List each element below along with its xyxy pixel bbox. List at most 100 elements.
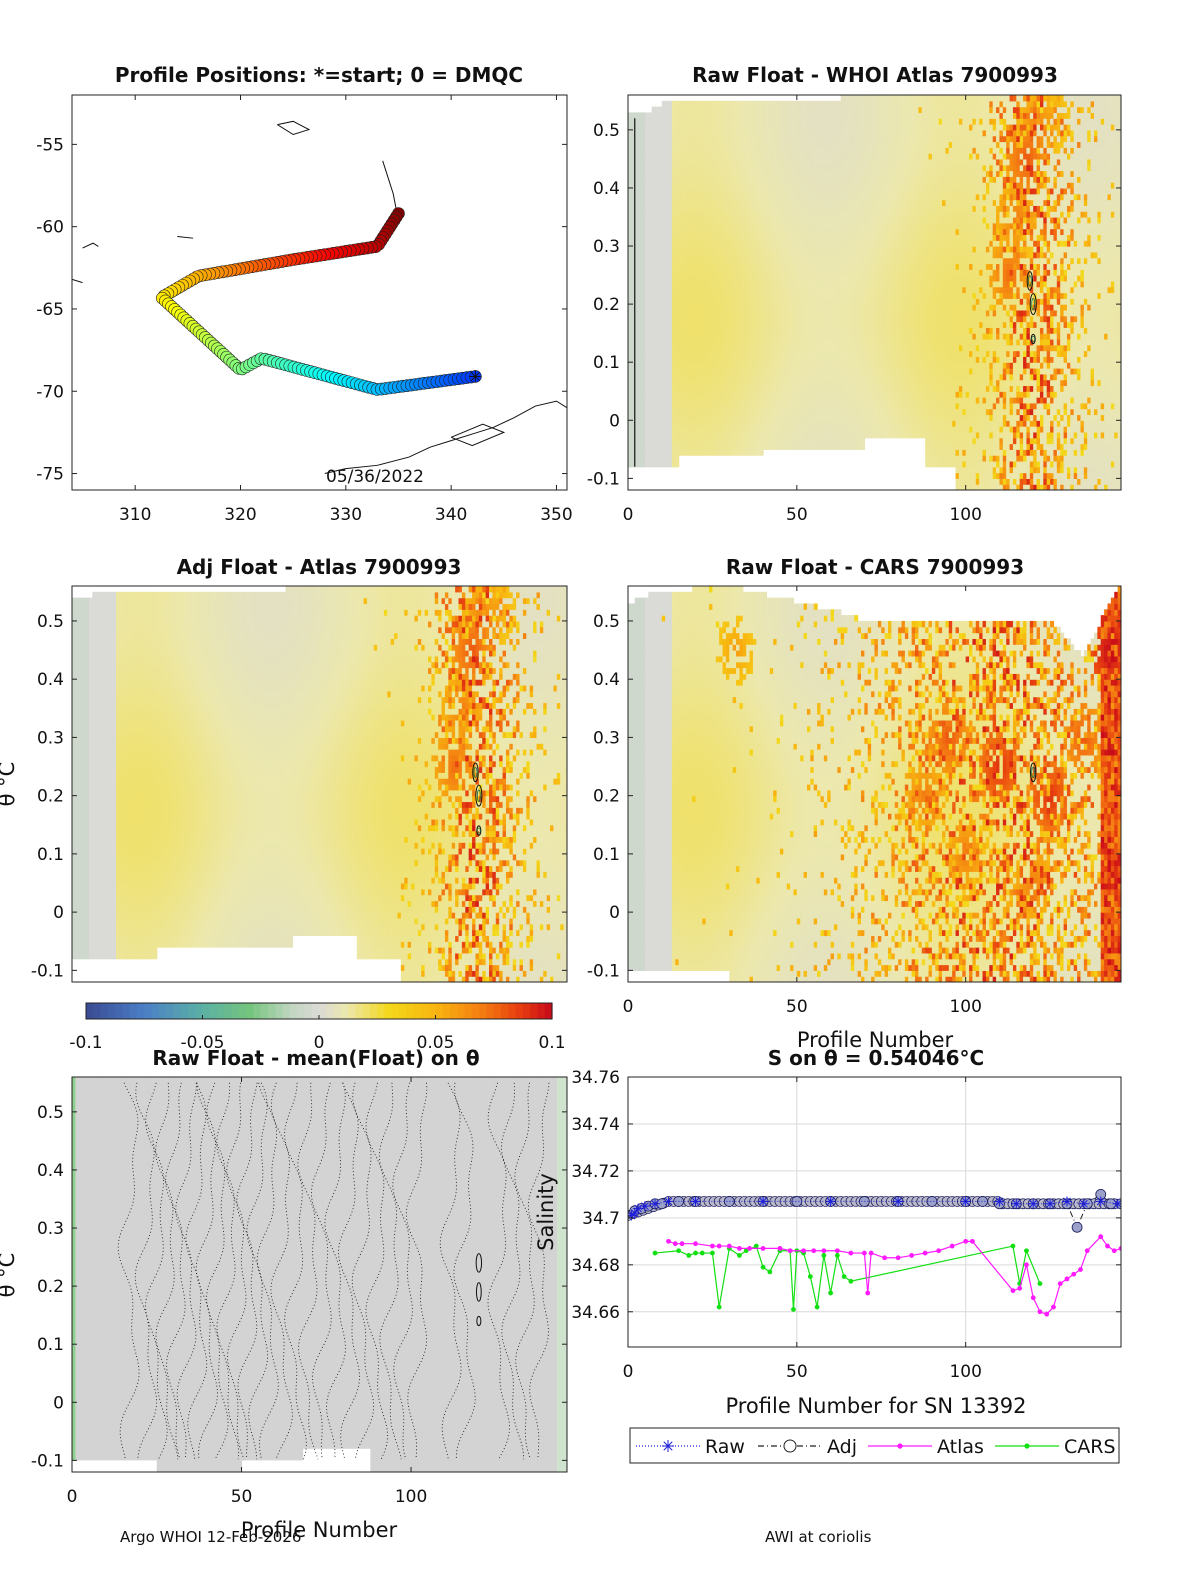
raw_whoi-cell	[756, 408, 761, 416]
raw_whoi-cell	[715, 112, 720, 119]
raw_whoi-cell	[874, 327, 879, 334]
raw_whoi-cell	[634, 199, 639, 206]
raw_whoi-cell	[705, 449, 710, 456]
raw_whoi-cell	[655, 141, 659, 148]
raw_whoi-cell	[813, 205, 818, 212]
raw_whoi-cell	[776, 379, 781, 387]
raw_whoi-cell	[732, 344, 737, 352]
raw_whoi-cell	[783, 420, 788, 427]
raw_whoi-cell	[709, 338, 714, 346]
raw_whoi-cell	[682, 193, 687, 201]
raw_whoi-cell	[698, 216, 703, 224]
raw_whoi-cell	[692, 135, 697, 143]
raw_whoi-cell	[867, 298, 872, 305]
raw_whoi-cell	[634, 431, 639, 439]
raw_whoi-cell	[884, 176, 889, 183]
raw_whoi-cell	[658, 246, 663, 253]
raw_whoi-cell	[820, 321, 825, 328]
raw_whoi-cell	[671, 298, 676, 305]
raw_whoi-cell	[722, 246, 727, 253]
raw_whoi-cell	[739, 199, 744, 206]
raw_whoi-cell	[793, 414, 798, 421]
raw_whoi-cell	[641, 321, 646, 328]
raw_whoi-cell	[779, 269, 784, 276]
raw_whoi-cell	[675, 379, 680, 387]
raw_whoi-cell	[678, 373, 683, 381]
raw_whoi-cell	[891, 286, 896, 294]
raw_whoi-cell	[749, 315, 754, 323]
raw_whoi-cell	[722, 414, 727, 421]
raw_whoi-cell	[655, 118, 659, 125]
raw_whoi-cell	[742, 362, 747, 369]
raw_whoi-cell	[864, 124, 869, 131]
raw_whoi-cell	[671, 176, 676, 183]
raw_whoi-cell	[739, 373, 744, 381]
raw_whoi-cell	[638, 304, 643, 311]
raw_whoi-cell	[736, 397, 741, 404]
raw_whoi-cell	[698, 240, 703, 247]
raw_whoi-cell	[830, 269, 835, 276]
raw_whoi-cell	[891, 211, 896, 218]
raw_whoi-cell	[783, 176, 788, 183]
raw_whoi-cell	[806, 286, 811, 294]
raw_whoi-cell	[715, 431, 720, 439]
raw_whoi-cell	[827, 431, 832, 439]
raw_whoi-cell	[655, 280, 659, 288]
raw_whoi-cell	[769, 234, 774, 241]
raw_whoi-cell	[817, 315, 822, 323]
raw_whoi-cell	[695, 437, 700, 445]
raw_whoi-cell	[874, 257, 879, 265]
raw_whoi-cell	[823, 397, 828, 404]
raw_whoi-cell	[631, 176, 636, 183]
raw_whoi-cell	[658, 420, 663, 427]
raw_whoi-cell	[779, 193, 784, 201]
raw_whoi-cell	[628, 205, 632, 212]
raw_whoi-cell	[665, 362, 670, 369]
raw_whoi-cell	[779, 182, 784, 189]
raw_whoi-cell	[766, 402, 771, 410]
raw_whoi-cell	[634, 164, 639, 172]
raw_whoi-cell	[692, 397, 697, 404]
raw_whoi-cell	[847, 368, 852, 375]
raw_whoi-cell	[719, 426, 724, 433]
raw_whoi-cell	[678, 304, 683, 311]
raw_whoi-cell	[698, 269, 703, 276]
raw_whoi-cell	[644, 368, 649, 375]
raw_whoi-cell	[641, 414, 646, 421]
raw_whoi-cell	[830, 431, 835, 439]
raw_whoi-cell	[692, 275, 697, 282]
raw_whoi-cell	[729, 100, 734, 108]
raw_whoi-cell	[631, 338, 636, 346]
raw_whoi-cell	[850, 118, 855, 125]
raw_whoi-cell	[722, 426, 727, 433]
raw_whoi-cell	[800, 321, 805, 328]
raw_whoi-cell	[813, 106, 818, 114]
raw_whoi-cell	[860, 292, 865, 299]
raw_whoi-cell	[651, 362, 656, 369]
raw_whoi-cell	[817, 362, 822, 369]
raw_whoi-cell	[881, 350, 886, 357]
raw_whoi-cell	[648, 275, 653, 282]
raw_whoi-cell	[641, 298, 646, 305]
raw_whoi-cell	[766, 350, 771, 357]
raw_whoi-cell	[864, 205, 869, 212]
raw_whoi-cell	[763, 147, 768, 154]
raw_whoi-cell	[739, 246, 744, 253]
raw_whoi-cell	[874, 280, 879, 288]
raw_whoi-cell	[671, 234, 676, 241]
raw_whoi-cell	[644, 211, 649, 218]
raw_whoi-cell	[867, 356, 872, 363]
raw_whoi-cell	[644, 327, 649, 334]
raw_whoi-cell	[695, 333, 700, 340]
raw_whoi-cell	[779, 124, 784, 131]
raw_whoi-cell	[796, 234, 801, 241]
raw_whoi-cell	[884, 321, 889, 328]
raw_whoi-cell	[766, 216, 771, 224]
raw_whoi-cell	[790, 338, 795, 346]
raw_whoi-cell	[790, 106, 795, 114]
raw_whoi-cell	[658, 385, 663, 392]
raw_whoi-cell	[817, 205, 822, 212]
raw_whoi-cell	[881, 315, 886, 323]
raw_whoi-cell	[800, 275, 805, 282]
raw_whoi-cell	[692, 431, 697, 439]
